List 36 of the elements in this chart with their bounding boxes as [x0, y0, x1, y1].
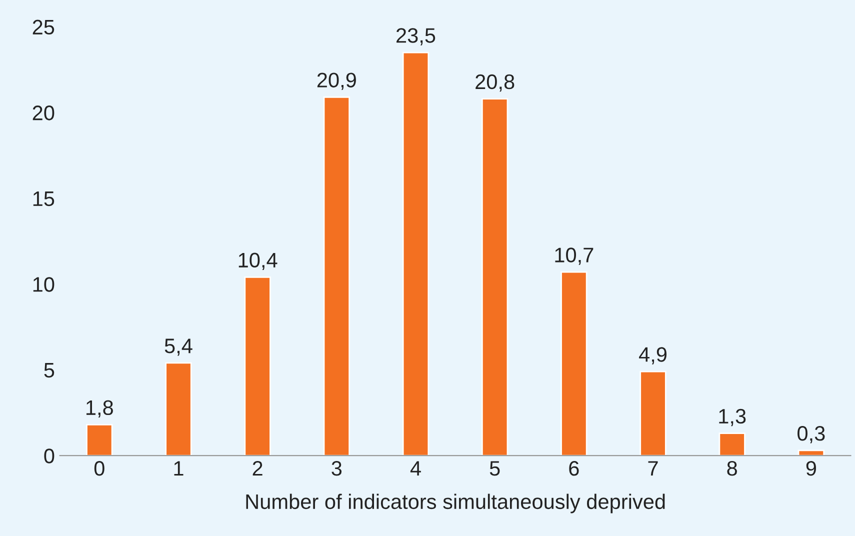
y-tick-label: 0 [44, 448, 54, 464]
bar [640, 370, 666, 456]
x-tick-label: 0 [94, 461, 104, 476]
x-tick-label: 3 [332, 461, 342, 476]
data-label: 10,4 [238, 252, 278, 270]
bar [86, 424, 113, 456]
y-tick-label: 5 [44, 363, 54, 378]
data-label: 20,9 [317, 72, 356, 90]
x-tick-label: 7 [648, 461, 658, 476]
bar [718, 432, 746, 456]
x-tick-label: 2 [252, 461, 262, 476]
x-tick-label: 5 [490, 461, 500, 476]
x-tick-label: 8 [727, 461, 737, 476]
bar [481, 98, 508, 456]
y-tick-label: 20 [32, 106, 54, 120]
data-label: 1,8 [86, 400, 113, 418]
y-tick-label: 10 [33, 277, 54, 292]
x-axis-title: Number of indicators simultaneously deprived [246, 494, 665, 514]
bar [244, 276, 271, 456]
data-label: 20,8 [476, 74, 514, 92]
bar [560, 271, 588, 456]
x-tick-label: 6 [569, 461, 579, 476]
bar [402, 52, 430, 456]
y-tick-label: 25 [32, 20, 54, 35]
data-label: 10,7 [555, 248, 594, 265]
data-label: 1,3 [719, 408, 746, 426]
bar [165, 362, 192, 456]
x-tick-label: 9 [806, 461, 816, 476]
y-tick-label: 15 [33, 192, 54, 206]
data-label: 0,3 [798, 426, 825, 444]
data-label: 5,4 [164, 338, 192, 356]
data-label: 23,5 [396, 28, 436, 46]
x-tick-label: 1 [174, 461, 184, 476]
data-label: 4,9 [639, 347, 666, 364]
x-tick-label: 4 [410, 461, 421, 476]
bar [323, 96, 350, 456]
